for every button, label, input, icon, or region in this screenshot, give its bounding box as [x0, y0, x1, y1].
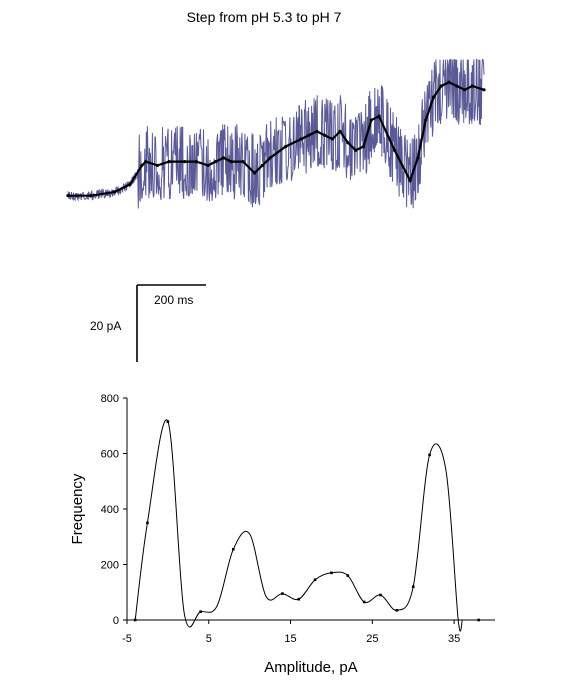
- smoothed-trace-point: [431, 95, 436, 99]
- smoothed-trace-point: [447, 80, 451, 84]
- histogram-point: [362, 600, 366, 604]
- smoothed-trace-point: [482, 88, 486, 92]
- histogram-point: [395, 608, 399, 612]
- x-tick-label: 35: [448, 633, 460, 645]
- smoothed-trace-point: [206, 163, 210, 168]
- smoothed-trace-point: [113, 190, 117, 194]
- histogram-point: [330, 571, 333, 575]
- smoothed-trace-point: [455, 84, 459, 88]
- smoothed-trace-point: [346, 141, 350, 145]
- smoothed-trace-point: [392, 148, 397, 152]
- smoothed-trace-point: [377, 114, 381, 118]
- smoothed-trace-point: [194, 160, 198, 164]
- smoothed-trace-point: [462, 88, 467, 92]
- smoothed-trace-point: [369, 118, 373, 122]
- smoothed-trace-point: [241, 160, 245, 164]
- histogram-point: [232, 547, 235, 551]
- smoothed-trace-point: [221, 156, 226, 160]
- smoothed-trace-point: [128, 182, 132, 186]
- smoothed-trace-point: [183, 160, 187, 164]
- smoothed-trace-point: [322, 133, 327, 137]
- current-trace: [66, 59, 486, 209]
- histogram-point: [297, 597, 301, 601]
- histogram-curve: [134, 419, 463, 632]
- smoothed-trace-point: [229, 160, 233, 164]
- histogram-point: [313, 578, 317, 582]
- smoothed-trace-point: [144, 160, 148, 164]
- smoothed-trace-point: [439, 84, 443, 88]
- smoothed-trace-point: [155, 163, 160, 168]
- smoothed-trace-point: [307, 133, 311, 137]
- histogram-point: [428, 453, 431, 457]
- x-axis-title: Amplitude, pA: [264, 659, 357, 676]
- histogram-point: [199, 610, 202, 613]
- histogram-point: [411, 585, 415, 588]
- trace-title: Step from pH 5.3 to pH 7: [187, 9, 342, 25]
- scale-bar: 200 ms 20 pA: [90, 284, 206, 362]
- y-tick-label: 400: [101, 504, 119, 516]
- scale-bar-current-label: 20 pA: [90, 319, 121, 333]
- smoothed-trace-point: [354, 148, 358, 152]
- x-tick-label: -5: [122, 633, 132, 645]
- smoothed-trace-point: [416, 156, 420, 160]
- y-axis-title: Frequency: [69, 473, 86, 544]
- amplitude-histogram: 0 200 400 600 800 -5 5 15 25 35 Amplitude, pA Fr…: [69, 393, 495, 676]
- smoothed-trace-point: [253, 171, 257, 175]
- histogram-point: [477, 618, 480, 622]
- histogram-point: [133, 618, 137, 622]
- smoothed-trace-point: [470, 84, 474, 88]
- scale-bar-time-label: 200 ms: [154, 293, 193, 307]
- histogram-point: [346, 574, 350, 577]
- histogram-point: [281, 592, 284, 595]
- histogram-point: [166, 420, 170, 423]
- smoothed-trace-point: [424, 118, 428, 122]
- y-tick-label: 600: [101, 449, 119, 461]
- smoothed-trace-point: [268, 156, 272, 160]
- x-tick-label: 5: [206, 633, 212, 645]
- smoothed-trace-point: [167, 160, 171, 164]
- y-tick-label: 200: [101, 560, 119, 572]
- smoothed-trace-point: [338, 129, 342, 133]
- smoothed-trace-point: [408, 178, 412, 183]
- y-tick-label: 800: [101, 393, 119, 405]
- smoothed-trace-point: [330, 137, 334, 141]
- smoothed-trace-point: [260, 163, 264, 168]
- smoothed-trace-point: [361, 144, 366, 149]
- histogram-point: [379, 593, 382, 597]
- smoothed-trace-point: [214, 160, 218, 164]
- x-tick-label: 15: [284, 633, 296, 645]
- smoothed-trace-point: [299, 137, 303, 141]
- y-tick-label: 0: [113, 615, 119, 627]
- smoothed-trace-point: [66, 194, 70, 198]
- x-tick-label: 25: [366, 633, 378, 645]
- raw-current-trace: [67, 59, 485, 209]
- smoothed-trace-point: [284, 144, 288, 149]
- histogram-point: [146, 521, 149, 525]
- smoothed-trace-point: [140, 163, 144, 168]
- smoothed-trace-point: [315, 129, 319, 133]
- smoothed-trace-point: [89, 194, 93, 198]
